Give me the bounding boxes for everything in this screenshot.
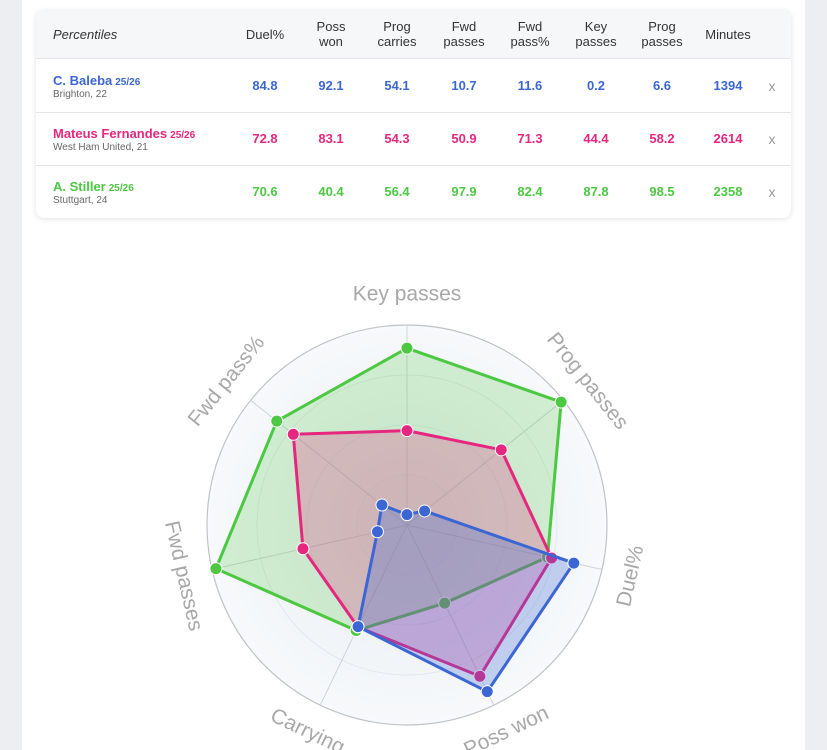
player-name[interactable]: Mateus Fernandes 25/26 <box>53 126 196 141</box>
player-name[interactable]: C. Baleba 25/26 <box>53 73 141 88</box>
cell-fwd-pass-pct: 71.3 <box>517 131 543 146</box>
radar-point-c-baleba[interactable] <box>567 556 581 570</box>
header-duel-pct[interactable]: Duel% <box>245 26 285 42</box>
cell-fwd-passes: 50.9 <box>451 131 477 146</box>
header-prog-carries[interactable]: Prog carries <box>377 19 417 49</box>
cell-prog-carries: 54.3 <box>384 131 410 146</box>
cell-minutes: 1394 <box>713 78 743 93</box>
radar-point-c-baleba[interactable] <box>375 498 389 512</box>
radar-point-c-baleba[interactable] <box>480 685 494 699</box>
radar-point-a-stiller[interactable] <box>438 596 452 610</box>
cell-prog-carries: 54.1 <box>384 78 410 93</box>
remove-player-button[interactable]: x <box>768 130 776 147</box>
cell-prog-passes: 98.5 <box>649 184 675 199</box>
cell-minutes: 2358 <box>713 184 743 199</box>
remove-player-button[interactable]: x <box>768 183 776 200</box>
axis-label-key-passes: Key passes <box>353 283 462 306</box>
player-club: Stuttgart, 24 <box>53 195 108 206</box>
header-minutes[interactable]: Minutes <box>705 26 751 42</box>
remove-player-button[interactable]: x <box>768 77 776 94</box>
radar-point-a-stiller[interactable] <box>554 395 568 409</box>
cell-fwd-pass-pct: 82.4 <box>517 184 543 199</box>
header-prog-passes[interactable]: Prog passes <box>641 19 683 49</box>
player-club: West Ham United, 21 <box>53 142 148 153</box>
player-club: Brighton, 22 <box>53 89 107 100</box>
table-header: Percentiles Duel% Poss won Prog carries … <box>36 10 791 59</box>
cell-prog-passes: 6.6 <box>652 78 672 93</box>
radar-area-mateus-fernandes <box>291 429 554 678</box>
header-fwd-passes[interactable]: Fwd passes <box>443 19 485 49</box>
radar-point-c-baleba[interactable] <box>370 525 384 539</box>
cell-prog-carries: 56.4 <box>384 184 410 199</box>
radar-point-c-baleba[interactable] <box>400 508 414 522</box>
radar-point-mateus-fernandes[interactable] <box>473 669 487 683</box>
table-row-baleba: C. Baleba 25/26 Brighton, 22 84.8 92.1 54… <box>36 59 791 113</box>
cell-fwd-pass-pct: 11.6 <box>517 78 543 93</box>
axis-label-fwd-passes: Fwd passes <box>160 519 207 633</box>
radar-area-a-stiller <box>214 346 563 633</box>
radar-point-c-baleba[interactable] <box>351 620 365 634</box>
table-row-fernandes: Mateus Fernandes 25/26 West Ham United, 2… <box>36 112 791 166</box>
radar-point-mateus-fernandes[interactable] <box>400 424 414 438</box>
page: Percentiles Duel% Poss won Prog carries … <box>22 0 805 750</box>
cell-key-passes: 44.4 <box>583 131 609 146</box>
table-row-stiller: A. Stiller 25/26 Stuttgart, 24 70.6 40.4 … <box>36 165 791 218</box>
percentiles-table: Percentiles Duel% Poss won Prog carries … <box>36 10 791 218</box>
cell-key-passes: 87.8 <box>583 184 609 199</box>
cell-fwd-passes: 10.7 <box>451 78 477 93</box>
header-poss-won[interactable]: Poss won <box>316 19 346 49</box>
player-name[interactable]: A. Stiller 25/26 <box>53 179 134 194</box>
cell-duel-pct: 84.8 <box>252 78 278 93</box>
header-key-passes[interactable]: Key passes <box>575 19 617 49</box>
radar-point-a-stiller[interactable] <box>270 414 284 428</box>
header-percentiles: Percentiles <box>53 26 118 42</box>
cell-poss-won: 92.1 <box>318 78 344 93</box>
radar-point-mateus-fernandes[interactable] <box>286 427 300 441</box>
radar-spoke <box>406 399 564 526</box>
cell-fwd-passes: 97.9 <box>451 184 477 199</box>
cell-duel-pct: 70.6 <box>252 184 278 199</box>
radar-point-mateus-fernandes[interactable] <box>296 542 310 556</box>
axis-label-duel-: Duel% <box>612 543 648 608</box>
cell-poss-won: 83.1 <box>318 131 344 146</box>
header-fwd-pass-pct[interactable]: Fwd pass% <box>510 19 550 49</box>
cell-key-passes: 0.2 <box>586 78 606 93</box>
radar-point-c-baleba[interactable] <box>418 504 432 518</box>
cell-poss-won: 40.4 <box>318 184 344 199</box>
radar-spoke <box>319 524 408 706</box>
radar-point-mateus-fernandes[interactable] <box>494 443 508 457</box>
cell-duel-pct: 72.8 <box>252 131 278 146</box>
radar-point-a-stiller[interactable] <box>209 562 223 576</box>
cell-minutes: 2614 <box>713 131 743 146</box>
cell-prog-passes: 58.2 <box>649 131 675 146</box>
radar-point-a-stiller[interactable] <box>400 341 414 355</box>
